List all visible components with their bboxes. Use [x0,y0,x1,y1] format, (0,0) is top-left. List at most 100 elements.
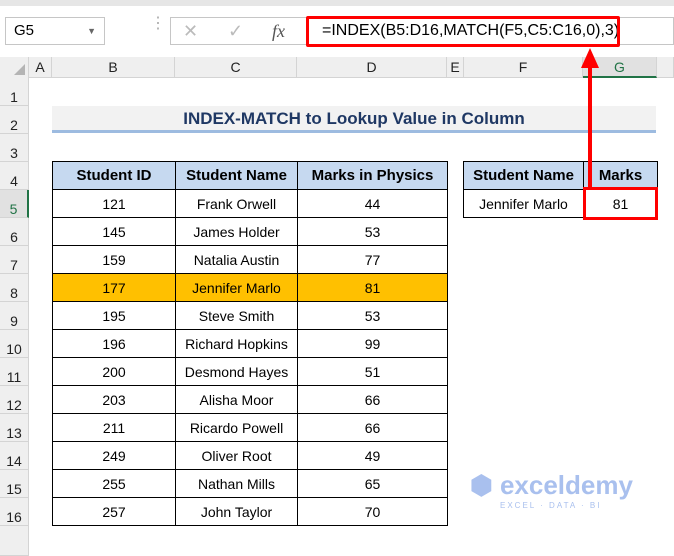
table-row: 211 Ricardo Powell 66 [52,413,448,442]
student-name-cell[interactable]: Frank Orwell [175,189,298,218]
column-header-a[interactable]: A [29,57,52,78]
student-name-cell[interactable]: Nathan Mills [175,469,298,498]
row-header-4[interactable]: 4 [0,162,29,190]
row-header-6[interactable]: 6 [0,218,29,246]
student-name-cell[interactable]: Ricardo Powell [175,413,298,442]
table-row: 121 Frank Orwell 44 [52,189,448,218]
formula-input[interactable]: =INDEX(B5:D16,MATCH(F5,C5:C16,0),3) [322,22,620,39]
column-header-bar [0,57,674,78]
marks-cell[interactable]: 81 [297,273,448,302]
marks-cell[interactable]: 70 [297,497,448,526]
table-row: 255 Nathan Mills 65 [52,469,448,498]
sheet-title: INDEX-MATCH to Lookup Value in Column [52,106,656,133]
student-name-cell[interactable]: Steve Smith [175,301,298,330]
marks-cell[interactable]: 53 [297,301,448,330]
marks-cell[interactable]: 53 [297,217,448,246]
student-id-cell[interactable]: 177 [52,273,176,302]
enter-icon[interactable]: ✓ [228,21,244,41]
row-header-10[interactable]: 10 [0,330,29,358]
lookup-table: Student Name Marks Jennifer Marlo 81 [463,161,658,218]
drag-handle-icon[interactable]: ⋮ [150,15,166,32]
student-id-cell[interactable]: 257 [52,497,176,526]
row-header-7[interactable]: 7 [0,246,29,274]
marks-cell[interactable]: 66 [297,413,448,442]
name-box-value: G5 [14,22,35,39]
header-lookup-name[interactable]: Student Name [463,161,584,190]
table-row: 177 Jennifer Marlo 81 [52,273,448,302]
row-header-16[interactable]: 16 [0,498,29,526]
student-name-cell[interactable]: Oliver Root [175,441,298,470]
row-header-14[interactable]: 14 [0,442,29,470]
marks-cell[interactable]: 44 [297,189,448,218]
watermark-cube-icon: ⬢ [470,470,500,500]
lookup-name-cell[interactable]: Jennifer Marlo [463,189,584,218]
row-header-8[interactable]: 8 [0,274,29,302]
column-header-e[interactable]: E [447,57,464,78]
student-name-cell[interactable]: James Holder [175,217,298,246]
student-id-cell[interactable]: 249 [52,441,176,470]
header-student-id[interactable]: Student ID [52,161,176,190]
table-row: 145 James Holder 53 [52,217,448,246]
table-row: 249 Oliver Root 49 [52,441,448,470]
student-id-cell[interactable]: 200 [52,357,176,386]
student-id-cell[interactable]: 203 [52,385,176,414]
watermark-name: ⬢ exceldemy [470,470,633,500]
row-header-13[interactable]: 13 [0,414,29,442]
table-row: 257 John Taylor 70 [52,497,448,526]
watermark-logo: ⬢ exceldemy EXCEL · DATA · BI [470,470,633,512]
row-header-5[interactable]: 5 [0,190,29,218]
row-header-11[interactable]: 11 [0,358,29,386]
row-header-9[interactable]: 9 [0,302,29,330]
insert-function-icon[interactable]: fx [272,21,285,41]
name-box[interactable]: G5 ▼ [5,17,105,45]
watermark-name-text: exceldemy [499,470,633,500]
marks-cell[interactable]: 77 [297,245,448,274]
row-header-1[interactable]: 1 [0,78,29,106]
student-id-cell[interactable]: 255 [52,469,176,498]
table-row: 203 Alisha Moor 66 [52,385,448,414]
column-header-blank[interactable] [657,57,674,78]
student-name-cell[interactable]: John Taylor [175,497,298,526]
student-name-cell[interactable]: Desmond Hayes [175,357,298,386]
student-id-cell[interactable]: 211 [52,413,176,442]
column-header-f[interactable]: F [464,57,583,78]
arrow-line [588,66,592,188]
cancel-icon[interactable]: ✕ [183,21,199,41]
ribbon-edge [0,0,674,6]
student-id-cell[interactable]: 145 [52,217,176,246]
row-header-17[interactable] [0,526,29,556]
watermark-tagline: EXCEL · DATA · BI [500,501,602,510]
column-header-b[interactable]: B [52,57,175,78]
row-header-3[interactable]: 3 [0,134,29,162]
row-header-12[interactable]: 12 [0,386,29,414]
row-header-15[interactable]: 15 [0,470,29,498]
lookup-result-cell[interactable]: 81 [583,189,658,218]
student-id-cell[interactable]: 121 [52,189,176,218]
student-name-cell[interactable]: Richard Hopkins [175,329,298,358]
marks-cell[interactable]: 65 [297,469,448,498]
student-id-cell[interactable]: 159 [52,245,176,274]
column-header-d[interactable]: D [297,57,447,78]
arrow-up-icon [581,48,599,68]
header-student-name[interactable]: Student Name [175,161,298,190]
marks-cell[interactable]: 99 [297,329,448,358]
student-id-cell[interactable]: 196 [52,329,176,358]
student-name-cell[interactable]: Natalia Austin [175,245,298,274]
table-row: 195 Steve Smith 53 [52,301,448,330]
header-marks-physics[interactable]: Marks in Physics [297,161,448,190]
chevron-down-icon[interactable]: ▼ [87,26,96,36]
student-id-cell[interactable]: 195 [52,301,176,330]
table-row: 159 Natalia Austin 77 [52,245,448,274]
student-name-cell[interactable]: Alisha Moor [175,385,298,414]
marks-cell[interactable]: 66 [297,385,448,414]
student-name-cell[interactable]: Jennifer Marlo [175,273,298,302]
select-all-button[interactable] [0,57,29,78]
row-header-2[interactable]: 2 [0,106,29,134]
marks-cell[interactable]: 51 [297,357,448,386]
marks-cell[interactable]: 49 [297,441,448,470]
column-header-g[interactable]: G [583,57,657,78]
table-row: 200 Desmond Hayes 51 [52,357,448,386]
column-header-c[interactable]: C [175,57,297,78]
result-highlight-box [583,187,658,220]
header-lookup-marks[interactable]: Marks [583,161,658,190]
